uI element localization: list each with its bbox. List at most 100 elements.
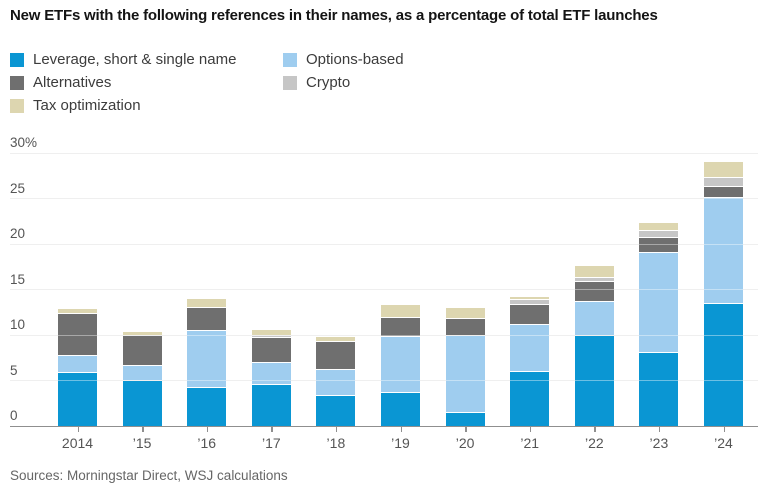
x-axis-tick: [206, 427, 209, 432]
legend: Leverage, short & single name Options-ba…: [10, 48, 404, 117]
bar-segment-tax: [381, 305, 420, 318]
gridline-15: [10, 289, 758, 290]
bar-segment-leverage: [122, 381, 162, 426]
bar-segment-leverage: [187, 388, 227, 426]
x-axis-tick: [335, 427, 338, 432]
x-axis-tick: [400, 427, 402, 432]
bar-segment-tax: [251, 330, 291, 335]
bar-segment-options: [510, 324, 550, 371]
x-axis-tick-label: ’24: [714, 434, 733, 451]
bar-segment-alternatives: [510, 304, 550, 324]
bar-segment-alternatives: [381, 318, 420, 337]
x-axis-tick: [723, 427, 725, 432]
legend-item-alternatives: Alternatives: [10, 74, 283, 91]
bar-segment-alternatives: [445, 319, 485, 336]
bar-segment-leverage: [639, 352, 679, 426]
chart-title: New ETFs with the following references i…: [10, 7, 658, 24]
bar-segment-options: [251, 362, 291, 384]
bar-segment-tax: [639, 222, 679, 230]
bar-segment-alternatives: [574, 281, 614, 301]
bar-segment-crypto: [574, 278, 614, 281]
gridline-overlay: [10, 198, 758, 199]
sources-note: Sources: Morningstar Direct, WSJ calcula…: [10, 468, 288, 483]
gridline-overlay: [10, 380, 758, 381]
x-axis-tick: [271, 427, 273, 432]
legend-label-options: Options-based: [306, 51, 404, 68]
bar-segment-tax: [58, 309, 97, 313]
bar-segment-options: [704, 198, 743, 303]
x-axis-tick-label: ’17: [261, 434, 281, 451]
bar-segment-tax: [574, 266, 614, 278]
bar-segment-tax: [316, 337, 356, 341]
bar-segment-leverage: [445, 412, 485, 426]
y-axis-tick-label: 10: [10, 317, 26, 332]
legend-label-alternatives: Alternatives: [33, 74, 112, 91]
bar-segment-options: [445, 336, 485, 412]
bar-segment-options: [316, 370, 356, 396]
bar-segment-leverage: [58, 372, 97, 426]
bar-segment-crypto: [704, 178, 743, 187]
bar-segment-alternatives: [639, 238, 679, 252]
bar-segment-leverage: [251, 384, 291, 426]
x-axis-tick-label: ’20: [455, 434, 475, 451]
bar-segment-alternatives: [58, 313, 97, 356]
legend-item-options: Options-based: [283, 51, 404, 68]
bar-segment-crypto: [510, 300, 550, 304]
y-axis-tick-label: 20: [10, 226, 26, 241]
x-axis-tick-label: ’23: [649, 434, 669, 451]
bar-segment-leverage: [381, 392, 420, 426]
legend-swatch-options-icon: [283, 52, 297, 67]
x-axis-tick: [142, 427, 144, 432]
bar-segment-options: [381, 337, 420, 392]
y-axis-tick-label: 15: [10, 271, 26, 287]
gridline-overlay: [10, 243, 758, 245]
gridline-25: [10, 198, 758, 199]
legend-item-tax: Tax optimization: [10, 97, 283, 114]
bar-segment-tax: [122, 331, 162, 335]
gridline-overlay: [10, 334, 758, 336]
bar-segment-leverage: [316, 396, 356, 426]
bar-segment-alternatives: [251, 338, 291, 362]
legend-label-tax: Tax optimization: [33, 97, 141, 114]
gridline-overlay: [10, 289, 758, 290]
x-axis-tick-label: 2014: [61, 434, 94, 451]
bar-segment-leverage: [574, 335, 614, 426]
x-axis-line: [10, 425, 758, 427]
x-axis-tick-label: ’19: [391, 434, 410, 451]
x-axis-tick-label: ’15: [132, 434, 152, 451]
gridline-30: [10, 152, 758, 154]
x-axis-tick-label: ’22: [584, 434, 604, 451]
bar-segment-tax: [187, 299, 227, 308]
bar-segment-tax: [510, 297, 550, 300]
x-axis-tick-label: ’21: [520, 434, 540, 451]
y-axis-tick-label: 30%: [10, 135, 38, 150]
legend-item-leverage: Leverage, short & single name: [10, 51, 283, 68]
x-axis-tick-label: ’18: [326, 434, 346, 451]
legend-swatch-crypto-icon: [283, 75, 297, 90]
x-axis-tick: [465, 427, 467, 432]
bar-segment-tax: [704, 161, 743, 178]
legend-swatch-leverage-icon: [10, 52, 24, 67]
bar-segment-leverage: [510, 371, 550, 426]
bar-segment-alternatives: [316, 341, 356, 370]
bar-segment-crypto: [639, 230, 679, 238]
bar-segment-alternatives: [704, 187, 743, 198]
x-axis-tick: [77, 427, 79, 432]
x-axis-tick: [529, 427, 532, 432]
bar-segment-options: [639, 252, 679, 352]
bar-segment-crypto: [251, 335, 291, 338]
y-axis-tick-label: 0: [10, 408, 18, 423]
bar-segment-tax: [445, 308, 485, 319]
legend-swatch-tax-icon: [10, 98, 24, 113]
legend-swatch-alternatives-icon: [10, 75, 24, 90]
x-axis-tick-label: ’16: [197, 434, 217, 451]
bar-segment-alternatives: [122, 335, 162, 366]
legend-label-leverage: Leverage, short & single name: [33, 51, 237, 68]
bar-segment-options: [122, 366, 162, 380]
legend-item-crypto: Crypto: [283, 74, 404, 91]
bar-segment-options: [58, 356, 97, 372]
x-axis-tick: [594, 427, 596, 432]
bar-segment-options: [574, 301, 614, 335]
